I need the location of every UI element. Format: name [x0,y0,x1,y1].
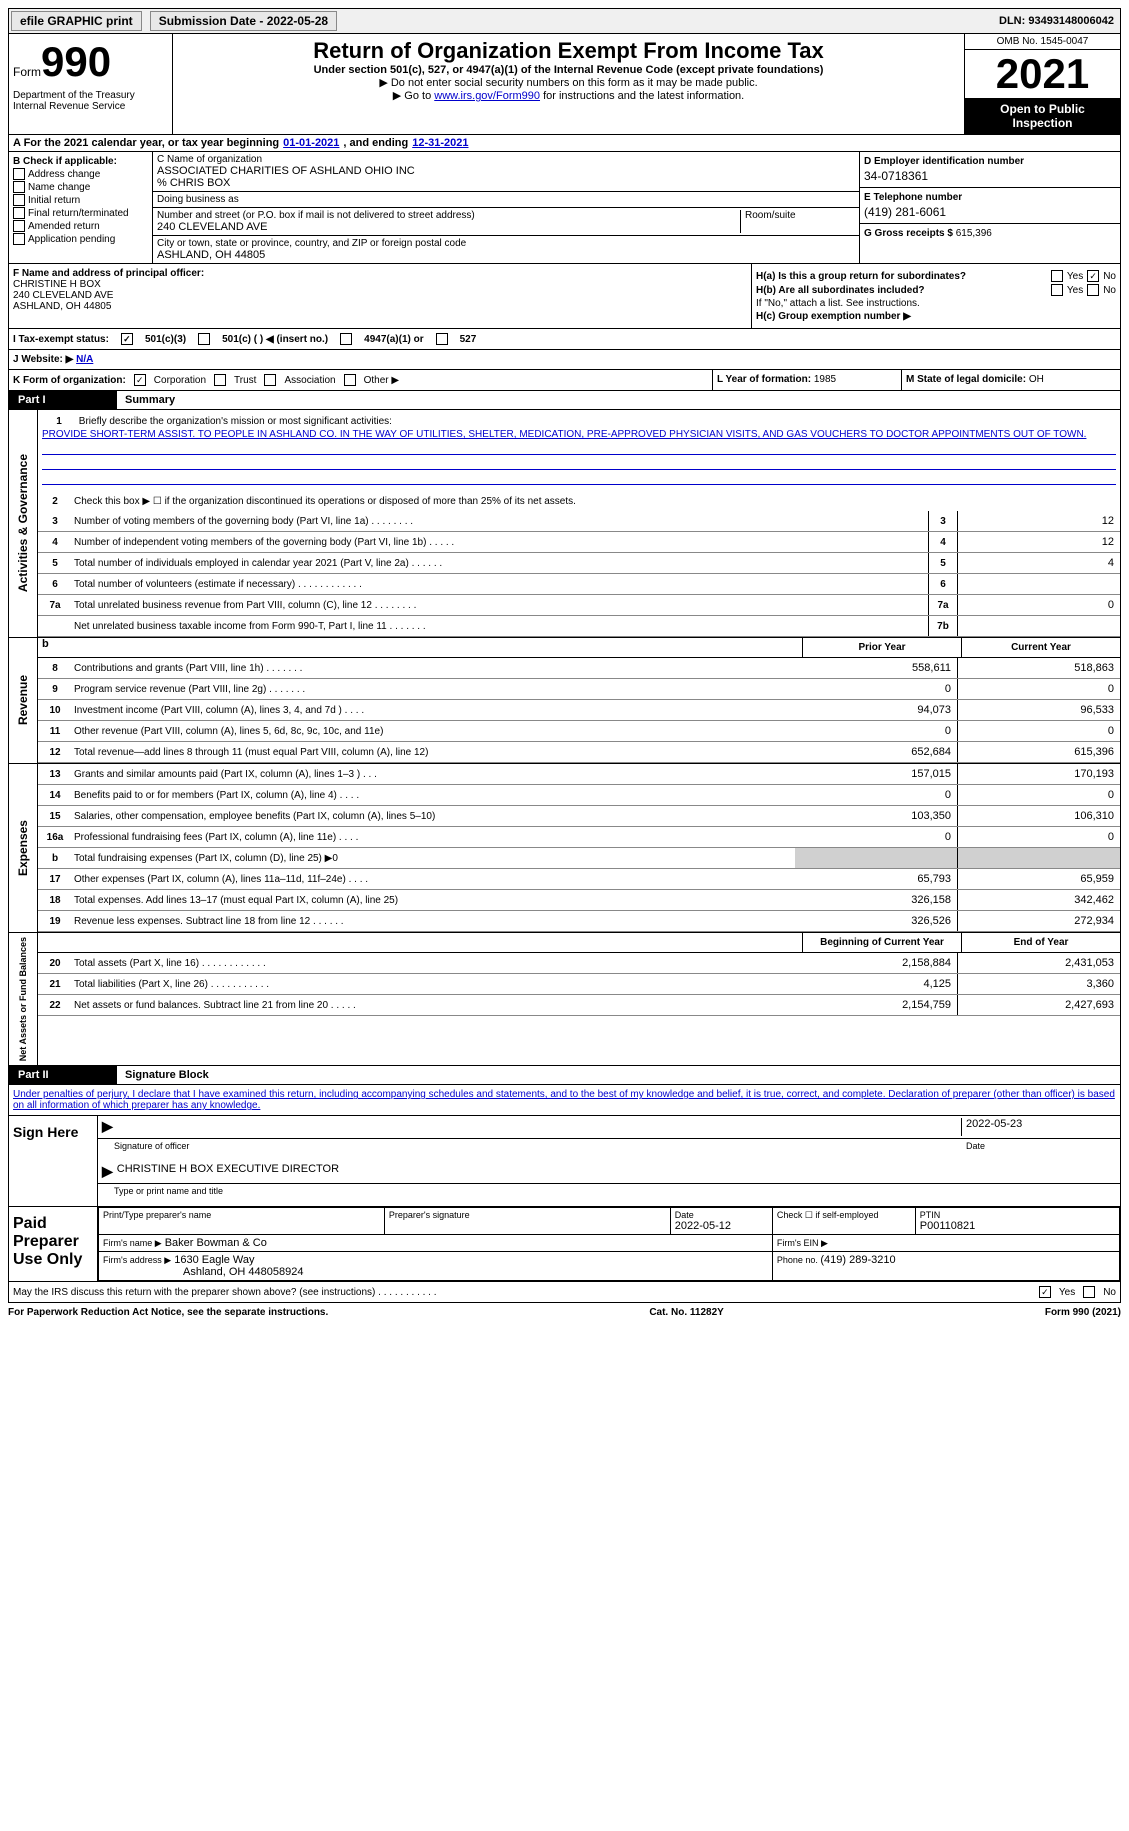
section-fh: F Name and address of principal officer:… [8,264,1121,329]
topbar: efile GRAPHIC print Submission Date - 20… [8,8,1121,34]
form-note1: ▶ Do not enter social security numbers o… [177,76,960,89]
row-a: A For the 2021 calendar year, or tax yea… [8,135,1121,152]
assoc-checkbox[interactable] [264,374,276,386]
check-icon[interactable] [13,207,25,219]
checkbox-line: Name change [13,181,148,193]
ha-yes-checkbox[interactable] [1051,270,1063,282]
net-section: Net Assets or Fund Balances Beginning of… [8,933,1121,1066]
activities-label: Activities & Governance [14,450,32,596]
col-c: C Name of organization ASSOCIATED CHARIT… [153,152,860,263]
summary-line: Net unrelated business taxable income fr… [38,616,1120,637]
omb-number: OMB No. 1545-0047 [965,34,1120,50]
form-number: 990 [41,38,111,85]
data-line: 10Investment income (Part VIII, column (… [38,700,1120,721]
checkbox-line: Application pending [13,233,148,245]
data-line: 19Revenue less expenses. Subtract line 1… [38,911,1120,932]
hb-no-checkbox[interactable] [1087,284,1099,296]
sign-here: Sign Here ▶ 2022-05-23 Signature of offi… [8,1116,1121,1207]
check-label: Address change [28,169,100,180]
check-icon[interactable] [13,194,25,206]
check-icon[interactable] [13,220,25,232]
discuss-yes-checkbox[interactable]: ✓ [1039,1286,1051,1298]
other-checkbox[interactable] [344,374,356,386]
tax-year: 2021 [965,50,1120,98]
corp-checkbox[interactable]: ✓ [134,374,146,386]
submission-button[interactable]: Submission Date - 2022-05-28 [150,11,337,31]
data-line: 22Net assets or fund balances. Subtract … [38,995,1120,1016]
checkbox-line: Address change [13,168,148,180]
part2-header: Part II Signature Block [8,1066,1121,1085]
section-klm: K Form of organization: ✓Corporation Tru… [8,370,1121,391]
summary-line: 4Number of independent voting members of… [38,532,1120,553]
data-line: 8Contributions and grants (Part VIII, li… [38,658,1120,679]
paid-preparer: Paid Preparer Use Only Print/Type prepar… [8,1207,1121,1282]
discuss-no-checkbox[interactable] [1083,1286,1095,1298]
data-line: 12Total revenue—add lines 8 through 11 (… [38,742,1120,763]
form-header: Form990 Department of the Treasury Inter… [8,34,1121,135]
revenue-label: Revenue [14,671,32,729]
penalty-text: Under penalties of perjury, I declare th… [8,1085,1121,1116]
form-word: Form [13,65,41,79]
hb-yes-checkbox[interactable] [1051,284,1063,296]
dln-text: DLN: 93493148006042 [999,15,1118,27]
summary-line: 3Number of voting members of the governi… [38,511,1120,532]
501c3-checkbox[interactable]: ✓ [121,333,133,345]
footer: For Paperwork Reduction Act Notice, see … [8,1303,1121,1322]
data-line: 21Total liabilities (Part X, line 26) . … [38,974,1120,995]
open-inspection: Open to Public Inspection [965,98,1120,134]
expenses-section: Expenses 13Grants and similar amounts pa… [8,764,1121,933]
preparer-table: Print/Type preparer's name Preparer's si… [98,1207,1120,1281]
section-bcd: B Check if applicable: Address changeNam… [8,152,1121,264]
net-label: Net Assets or Fund Balances [16,933,30,1065]
data-line: 11Other revenue (Part VIII, column (A), … [38,721,1120,742]
form-title: Return of Organization Exempt From Incom… [177,38,960,64]
trust-checkbox[interactable] [214,374,226,386]
revenue-section: Revenue b Prior Year Current Year 8Contr… [8,638,1121,764]
data-line: 17Other expenses (Part IX, column (A), l… [38,869,1120,890]
data-line: 15Salaries, other compensation, employee… [38,806,1120,827]
col-h: H(a) Is this a group return for subordin… [752,264,1120,328]
4947-checkbox[interactable] [340,333,352,345]
efile-button[interactable]: efile GRAPHIC print [11,11,142,31]
check-label: Initial return [28,195,80,206]
discuss-row: May the IRS discuss this return with the… [8,1282,1121,1303]
checkbox-line: Amended return [13,220,148,232]
form-subtitle: Under section 501(c), 527, or 4947(a)(1)… [177,64,960,76]
activities-section: Activities & Governance 1 Briefly descri… [8,410,1121,638]
data-line: 14Benefits paid to or for members (Part … [38,785,1120,806]
mission-text: PROVIDE SHORT-TERM ASSIST. TO PEOPLE IN … [42,429,1116,440]
summary-line: 5Total number of individuals employed in… [38,553,1120,574]
check-label: Application pending [28,234,115,245]
section-i: I Tax-exempt status: ✓501(c)(3) 501(c) (… [8,329,1121,350]
summary-line: 6Total number of volunteers (estimate if… [38,574,1120,595]
check-label: Final return/terminated [28,208,129,219]
527-checkbox[interactable] [436,333,448,345]
data-line: bTotal fundraising expenses (Part IX, co… [38,848,1120,869]
check-label: Amended return [28,221,100,232]
data-line: 18Total expenses. Add lines 13–17 (must … [38,890,1120,911]
501c-checkbox[interactable] [198,333,210,345]
section-j: J Website: ▶ N/A [8,350,1121,370]
col-b: B Check if applicable: Address changeNam… [9,152,153,263]
checkbox-line: Initial return [13,194,148,206]
data-line: 20Total assets (Part X, line 16) . . . .… [38,953,1120,974]
data-line: 13Grants and similar amounts paid (Part … [38,764,1120,785]
check-icon[interactable] [13,168,25,180]
col-f: F Name and address of principal officer:… [9,264,752,328]
check-label: Name change [28,182,90,193]
part1-header: Part I Summary [8,391,1121,410]
data-line: 9Program service revenue (Part VIII, lin… [38,679,1120,700]
data-line: 16aProfessional fundraising fees (Part I… [38,827,1120,848]
col-d: D Employer identification number 34-0718… [860,152,1120,263]
irs-link[interactable]: www.irs.gov/Form990 [434,90,540,102]
check-icon[interactable] [13,181,25,193]
ha-no-checkbox[interactable]: ✓ [1087,270,1099,282]
dept-text: Department of the Treasury Internal Reve… [13,90,168,112]
form-note2: ▶ Go to www.irs.gov/Form990 for instruct… [177,89,960,102]
summary-line: 7aTotal unrelated business revenue from … [38,595,1120,616]
expenses-label: Expenses [14,816,32,880]
check-icon[interactable] [13,233,25,245]
checkbox-line: Final return/terminated [13,207,148,219]
